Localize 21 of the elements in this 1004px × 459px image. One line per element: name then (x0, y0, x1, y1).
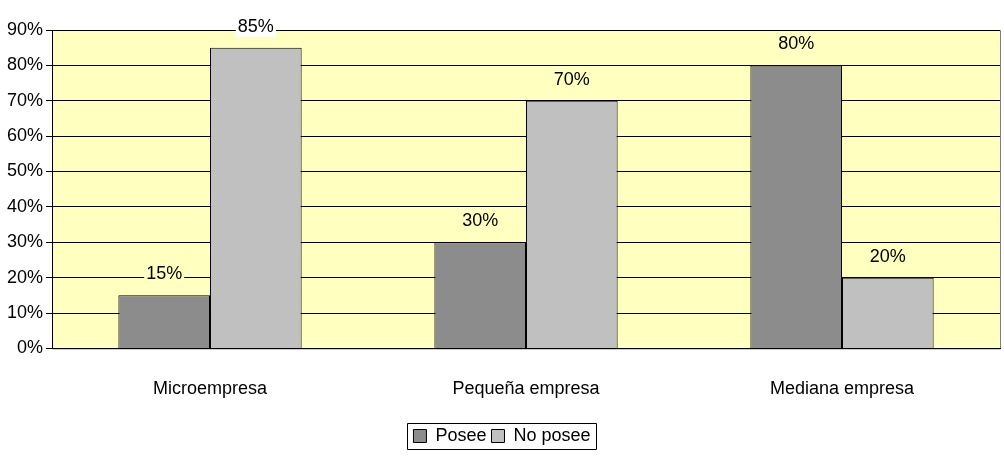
x-tick-label: Pequeña empresa (452, 378, 601, 399)
y-tick-label: 30% (7, 231, 44, 252)
legend-label: No posee (513, 424, 591, 445)
y-tick-label: 80% (7, 54, 44, 75)
x-tick-label: Microempresa (153, 378, 269, 399)
data-label: 70% (553, 68, 590, 89)
data-label: 85% (237, 15, 274, 36)
legend-label: Posee (435, 424, 487, 445)
data-label: 20% (869, 245, 906, 266)
y-tick-label: 20% (7, 266, 44, 287)
y-tick-label: 0% (17, 337, 44, 358)
y-tick-label: 10% (7, 301, 44, 322)
data-label: 30% (462, 210, 499, 231)
data-label: 15% (146, 263, 183, 284)
y-tick-label: 60% (7, 125, 44, 146)
y-tick-label: 40% (7, 195, 44, 216)
x-tick-label: Mediana empresa (769, 378, 916, 399)
y-tick-label: 70% (7, 89, 44, 110)
y-tick-label: 90% (7, 18, 44, 39)
data-label: 80% (778, 33, 815, 54)
y-tick-label: 50% (7, 160, 44, 181)
